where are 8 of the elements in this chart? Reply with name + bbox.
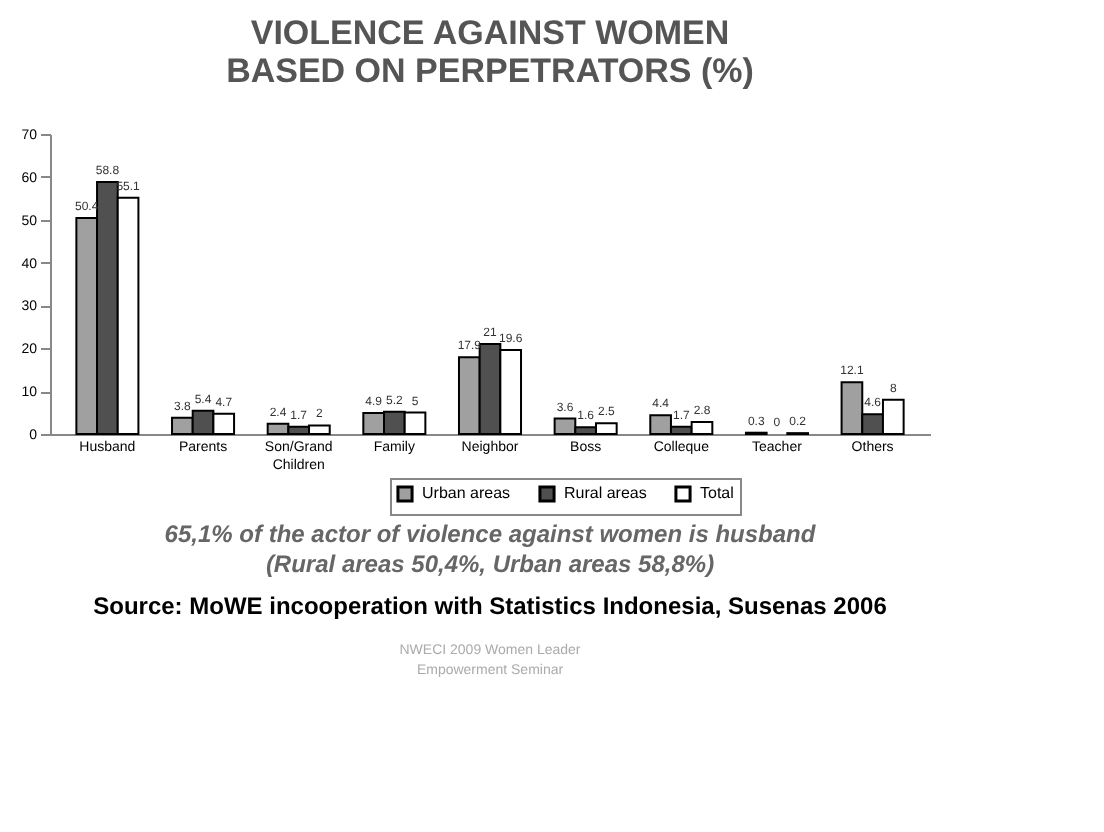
text: VIOLENCE AGAINST WOMEN — [250, 14, 730, 52]
source-note: Source: MoWE incooperation with Statistics Indonesia, Susenas 2006 — [93, 592, 888, 620]
legend-label: Total — [700, 483, 735, 502]
text: (Rural areas 50,4%, Urban areas 58,8%) — [265, 550, 715, 578]
text: 65,1% of the actor of violence against women is husband — [164, 520, 817, 548]
text: BASED ON PERPETRATORS (%) — [226, 52, 754, 90]
legend-label: Urban areas — [422, 483, 511, 502]
legend-label: Rural areas — [564, 483, 647, 502]
